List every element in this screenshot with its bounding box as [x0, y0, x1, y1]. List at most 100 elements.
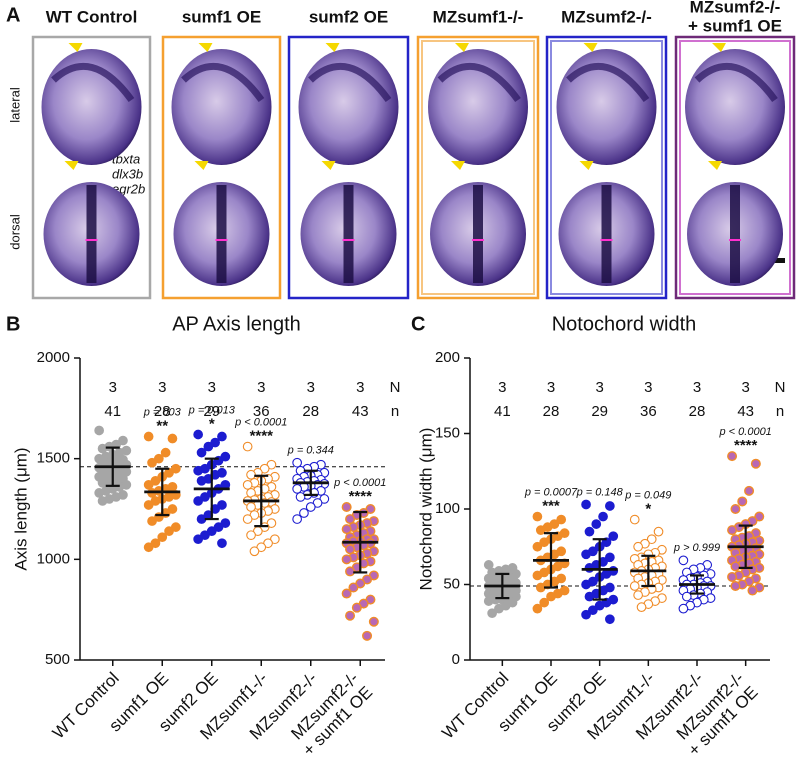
data-point [605, 614, 615, 625]
p-value: p = 0.148 [576, 486, 624, 498]
data-point [591, 519, 602, 529]
image-frame-inner [679, 40, 791, 295]
column-title: MZsumf2-/- [690, 0, 781, 16]
data-point [532, 570, 543, 581]
significance: * [209, 415, 215, 432]
y-tick-label: 0 [452, 651, 460, 668]
n-animals: 3 [693, 379, 701, 396]
data-point [193, 465, 203, 476]
data-point [362, 630, 373, 641]
y-tick-label: 50 [443, 575, 460, 592]
data-point [494, 603, 504, 614]
arrowhead [451, 161, 465, 170]
data-point [636, 602, 647, 613]
data-point [292, 514, 303, 524]
data-point [744, 485, 755, 496]
arrowhead [708, 161, 722, 170]
n-animals: 3 [741, 379, 749, 396]
n-animals: 3 [498, 379, 506, 396]
significance: **** [349, 488, 373, 505]
p-value: p > 0.999 [673, 542, 720, 554]
x-tick-label: WT Control [49, 669, 123, 743]
data-point [246, 502, 256, 512]
p-value: p = 0.013 [188, 404, 236, 416]
notochord [601, 185, 612, 283]
n-animals: 3 [356, 379, 364, 396]
n-animals: 3 [547, 379, 555, 396]
y-tick-label: 1500 [37, 450, 70, 467]
data-point [246, 530, 256, 541]
row-label: dorsal [7, 214, 22, 250]
data-point [295, 492, 306, 502]
data-point [368, 616, 379, 627]
embryo-stripe [181, 62, 265, 103]
data-point [750, 458, 761, 469]
panel-label: C [411, 313, 425, 335]
data-point [345, 544, 356, 555]
data-point [581, 609, 591, 620]
data-point [147, 457, 157, 468]
image-frame [161, 35, 282, 300]
data-point [246, 469, 256, 480]
embryo-stripe [437, 62, 521, 103]
count-label: N [390, 379, 401, 396]
data-point [588, 605, 598, 616]
data-point [345, 610, 356, 621]
p-value: p < 0.0001 [719, 426, 772, 438]
data-point [727, 451, 738, 462]
data-point [532, 541, 543, 552]
column-title: MZsumf2-/- [561, 7, 652, 26]
data-point [535, 525, 546, 535]
data-point [345, 566, 356, 577]
arrowhead [325, 43, 340, 52]
data-point [242, 514, 253, 524]
data-point [629, 514, 640, 525]
data-point [193, 534, 203, 545]
data-point [584, 591, 595, 602]
data-point [193, 496, 203, 506]
data-point [292, 484, 303, 494]
notochord [86, 185, 97, 283]
data-point [581, 499, 591, 510]
data-point [97, 443, 108, 454]
image-frame-inner [550, 40, 663, 295]
data-point [483, 596, 494, 606]
image-frame [674, 35, 796, 300]
arrowhead [194, 161, 209, 170]
data-point [348, 582, 359, 593]
data-point [217, 431, 227, 442]
significance: * [645, 501, 651, 518]
data-point [196, 475, 207, 486]
data-point [242, 441, 253, 452]
panel-label: A [6, 4, 20, 26]
data-point [730, 504, 741, 515]
data-point [193, 429, 203, 440]
n-embryos: 28 [543, 403, 560, 420]
n-animals: 3 [595, 379, 603, 396]
column-title: MZsumf1-/- [433, 7, 524, 26]
arrowhead [68, 43, 83, 52]
y-axis-label: Notochord width (μm) [416, 428, 435, 591]
chart-title: AP Axis length [172, 313, 301, 335]
data-point [160, 447, 171, 458]
data-point [629, 581, 640, 591]
y-tick-label: 200 [435, 349, 460, 366]
data-point [535, 582, 546, 593]
n-embryos: 43 [737, 403, 754, 420]
count-label: N [775, 379, 786, 396]
data-point [167, 433, 178, 444]
y-tick-label: 150 [435, 424, 460, 441]
column-title: sumf2 OE [309, 7, 388, 26]
gene-label: dlx3b [112, 166, 143, 181]
data-point [94, 488, 104, 498]
data-point [608, 531, 619, 542]
data-point [143, 479, 154, 490]
n-embryos: 41 [104, 403, 121, 420]
arrowhead [64, 161, 79, 170]
data-point [754, 511, 765, 522]
arrowhead [455, 43, 469, 52]
n-embryos: 28 [302, 403, 319, 420]
data-point [730, 561, 741, 572]
data-point [143, 431, 154, 442]
count-label: n [776, 403, 784, 420]
